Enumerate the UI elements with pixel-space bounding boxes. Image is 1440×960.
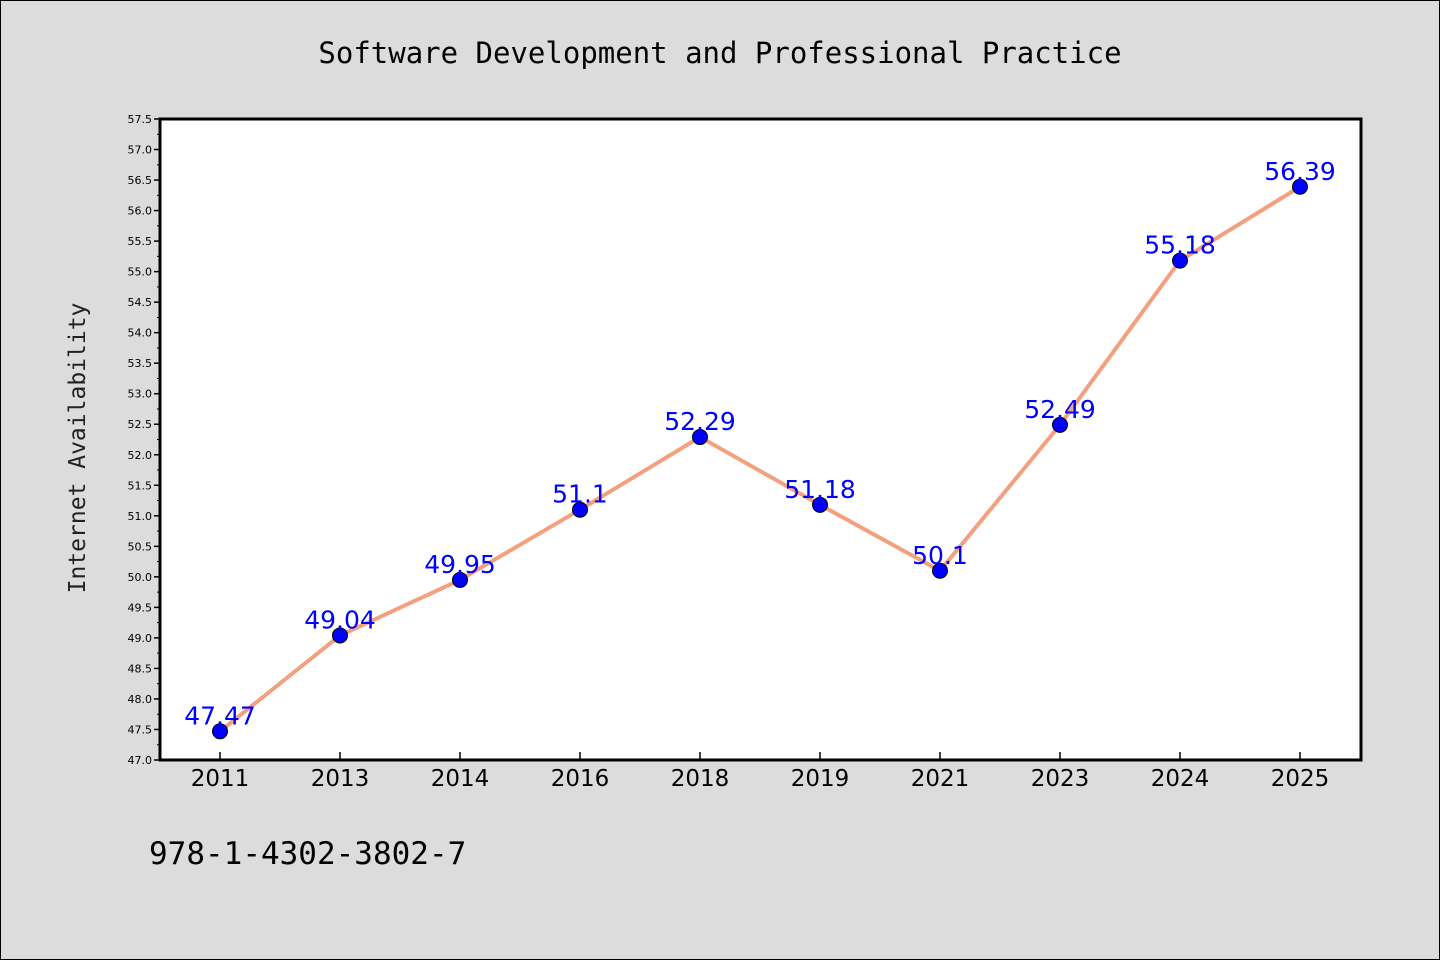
data-label: 51.1: [552, 480, 608, 509]
data-label: 49.04: [304, 605, 376, 634]
isbn-text: 978-1-4302-3802-7: [149, 836, 466, 872]
y-tick-label: 51.5: [128, 479, 153, 492]
data-point[interactable]: [1292, 178, 1308, 195]
y-tick-label: 47.5: [128, 723, 153, 736]
x-tick-label: 2018: [671, 766, 730, 792]
y-tick-label: 52.5: [128, 418, 153, 431]
data-point[interactable]: [932, 562, 948, 579]
x-tick-label: 2025: [1271, 766, 1330, 792]
y-tick-label: 55.5: [128, 235, 153, 248]
data-label: 52.29: [664, 407, 736, 436]
y-tick-label: 54.5: [128, 296, 153, 309]
y-tick-label: 53.5: [128, 357, 153, 370]
y-tick-label: 56.0: [128, 205, 153, 218]
y-tick-label: 54.0: [128, 327, 153, 340]
y-tick-label: 47.0: [128, 754, 153, 767]
x-tick-label: 2021: [911, 766, 970, 792]
data-label: 51.18: [784, 475, 856, 504]
data-label: 56.39: [1264, 157, 1336, 186]
data-label: 47.47: [184, 701, 256, 730]
data-label: 50.1: [912, 541, 968, 570]
y-tick-label: 57.0: [128, 144, 153, 157]
data-label: 52.49: [1024, 395, 1096, 424]
x-tick-label: 2013: [311, 766, 370, 792]
data-label: 49.95: [424, 550, 496, 579]
y-tick-label: 49.5: [128, 601, 153, 614]
y-axis: 47.0 47.5 48.0 48.5 49.0 49.5 50.0 50.5 51.0 51.5…: [128, 113, 160, 767]
x-axis: 2011 2013 2014 2016 2018 2019 2021 2023 2024 2025: [191, 752, 1330, 792]
data-label: 55.18: [1144, 231, 1216, 260]
y-tick-label: 49.0: [128, 632, 153, 645]
x-tick-label: 2014: [431, 766, 490, 792]
y-tick-label: 50.0: [128, 571, 153, 584]
data-point[interactable]: [1172, 252, 1188, 269]
x-tick-label: 2019: [791, 766, 850, 792]
data-point[interactable]: [1052, 416, 1068, 433]
y-axis-label: Internet Availability: [65, 303, 91, 594]
series-line: [218, 185, 1302, 733]
data-point[interactable]: [572, 501, 588, 518]
y-tick-label: 53.0: [128, 388, 153, 401]
y-tick-label: 48.0: [128, 693, 153, 706]
y-tick-label: 48.5: [128, 662, 153, 675]
data-point[interactable]: [212, 723, 228, 740]
y-tick-label: 57.5: [128, 113, 153, 126]
data-point[interactable]: [452, 571, 468, 588]
x-tick-label: 2016: [551, 766, 610, 792]
y-tick-label: 51.0: [128, 510, 153, 523]
x-tick-label: 2024: [1151, 766, 1210, 792]
data-point[interactable]: [692, 429, 708, 446]
chart-title: Software Development and Professional Pr…: [318, 36, 1121, 70]
y-tick-label: 55.0: [128, 266, 153, 279]
data-point[interactable]: [812, 496, 828, 513]
x-tick-label: 2011: [191, 766, 250, 792]
data-point[interactable]: [332, 627, 348, 644]
plot-area: [158, 117, 1363, 762]
y-tick-label: 56.5: [128, 174, 153, 187]
y-tick-label: 52.0: [128, 449, 153, 462]
y-tick-label: 50.5: [128, 540, 153, 553]
series-group: 47.47 49.04 49.95 51.1 52.29 51.18 50.1 52.49 55…: [184, 157, 1336, 740]
x-tick-label: 2023: [1031, 766, 1090, 792]
